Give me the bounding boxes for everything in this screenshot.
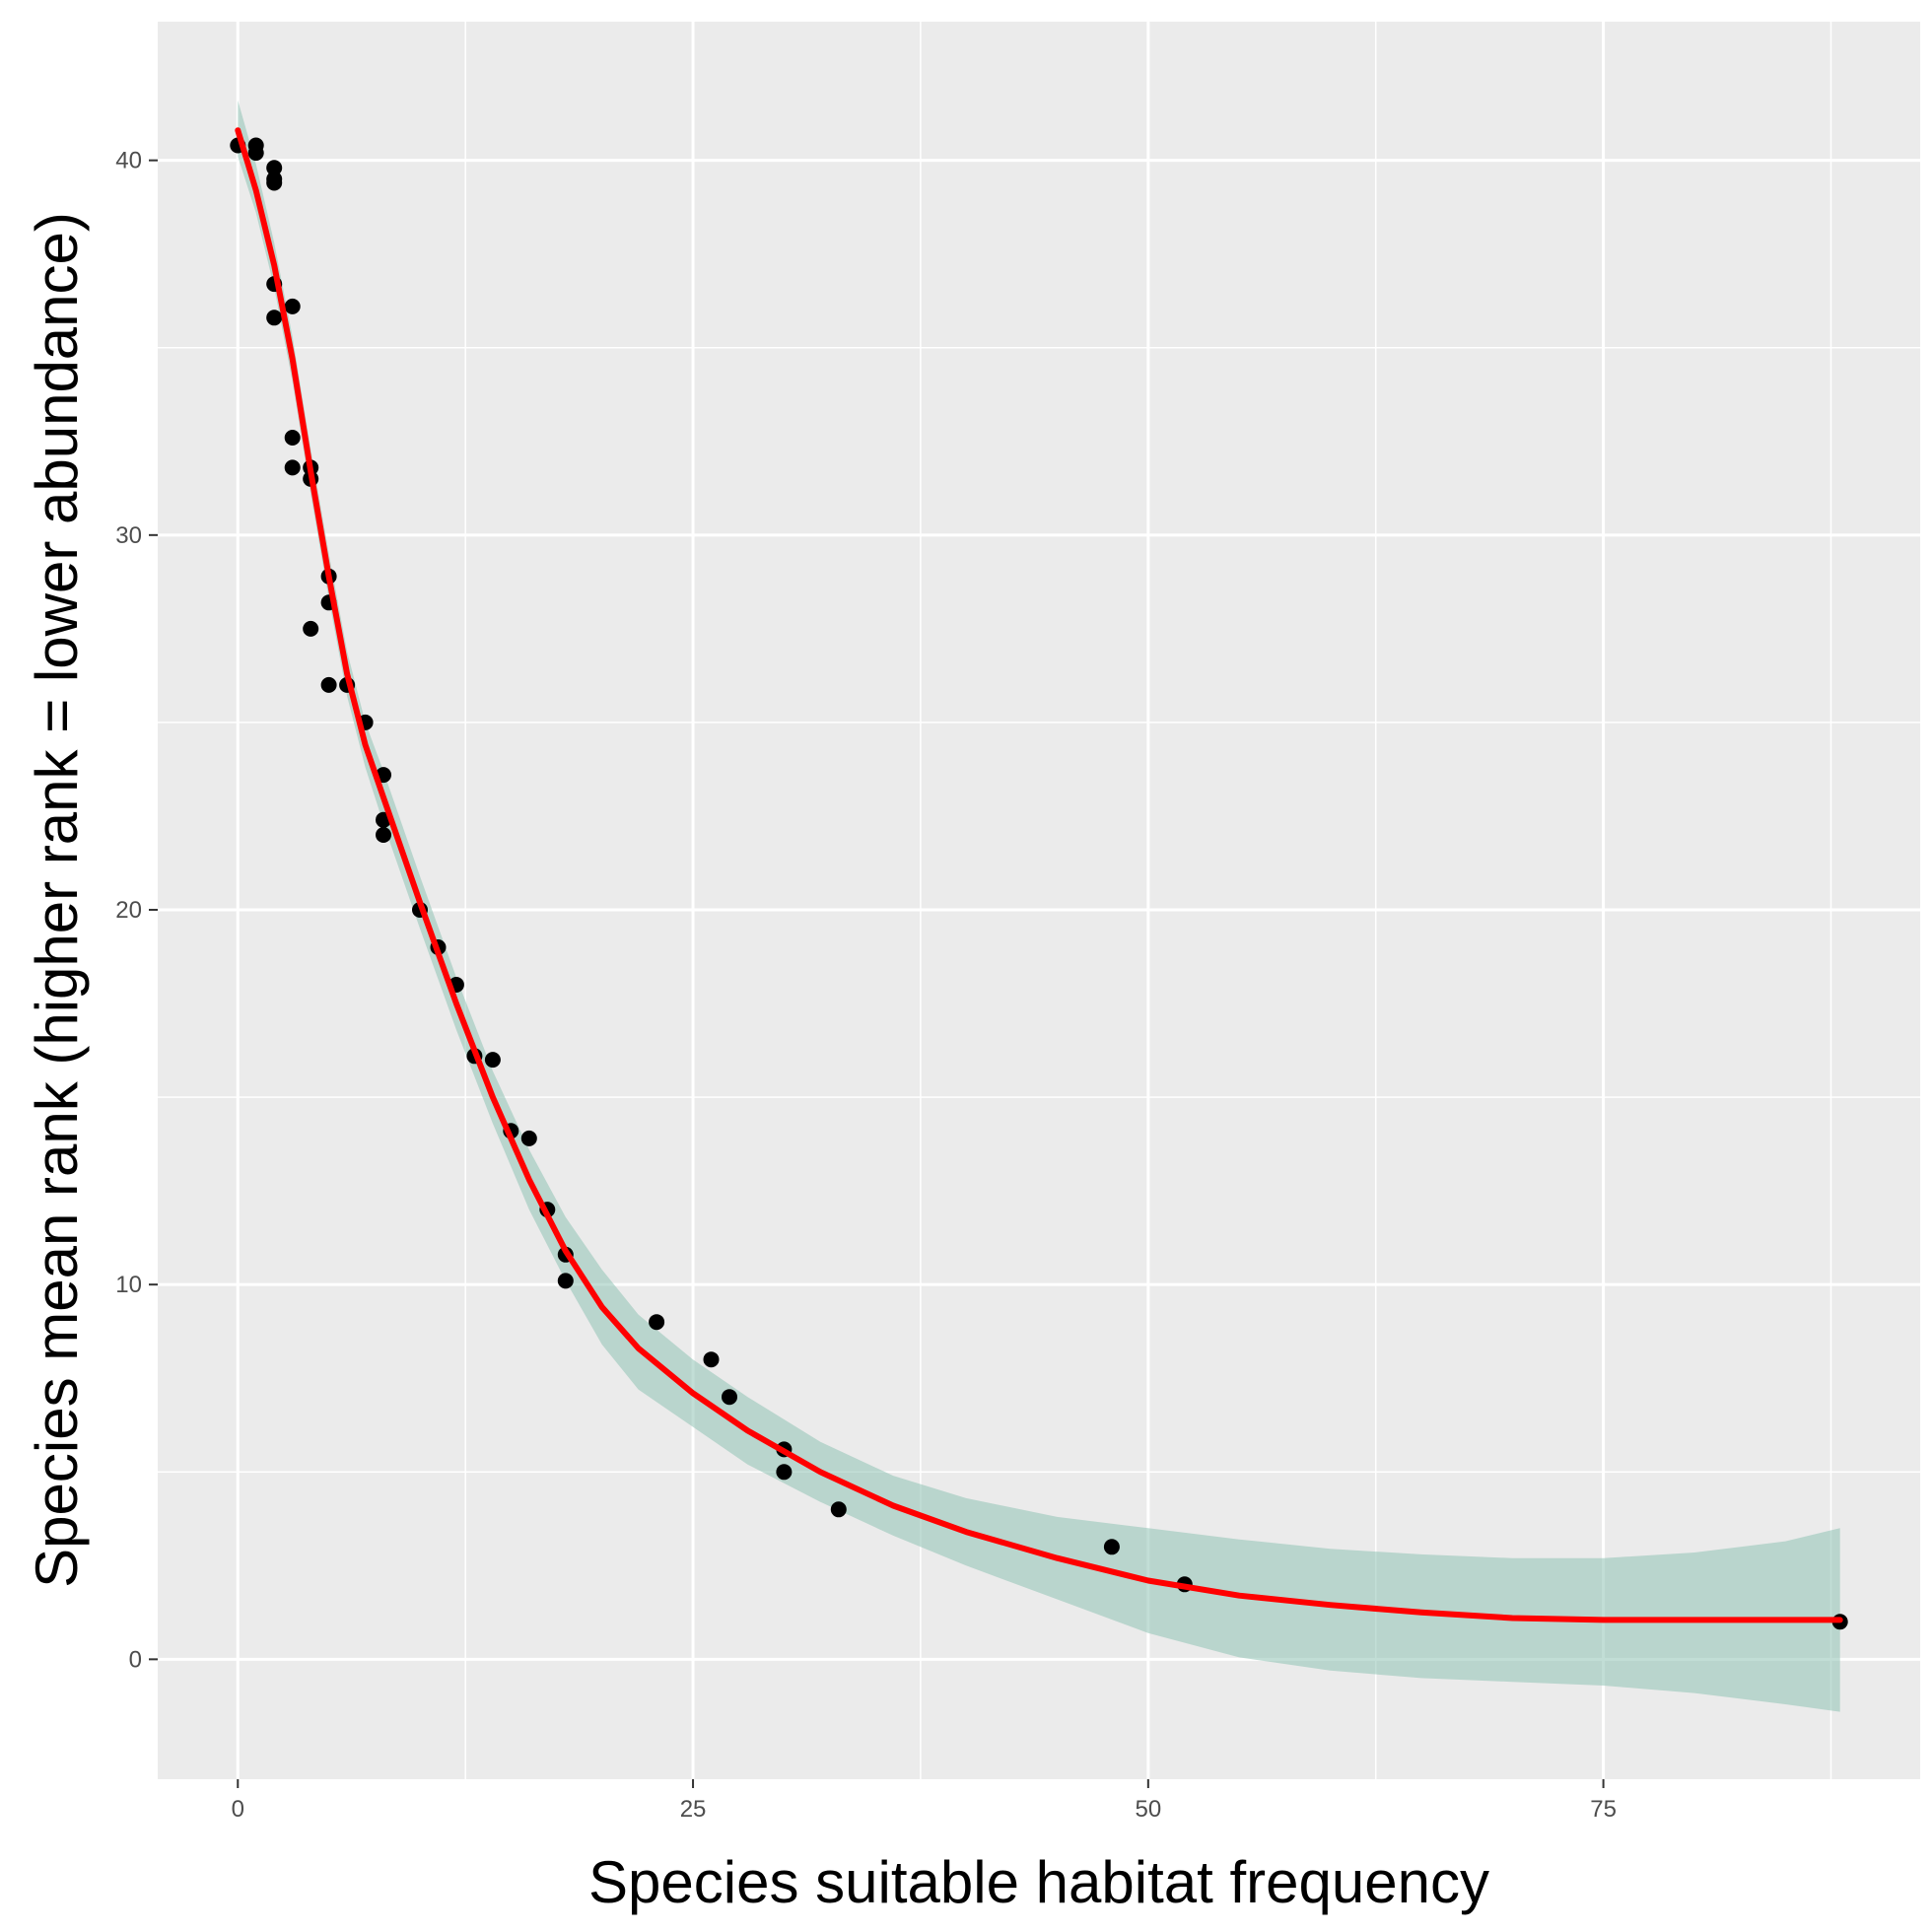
fit-line bbox=[235, 127, 1843, 1623]
data-point bbox=[557, 1273, 574, 1289]
data-point bbox=[320, 676, 337, 693]
data-point bbox=[722, 1389, 737, 1406]
x-tick-label: 75 bbox=[1590, 1796, 1617, 1823]
data-point bbox=[266, 174, 283, 191]
y-axis-ticks: 0 10 20 30 40 bbox=[115, 148, 158, 1673]
data-point bbox=[303, 620, 319, 637]
data-point bbox=[703, 1351, 720, 1368]
data-point bbox=[520, 1130, 537, 1146]
minor-gridlines bbox=[158, 22, 1920, 1779]
data-point bbox=[247, 145, 264, 162]
x-axis-ticks: 0 25 50 75 bbox=[232, 1779, 1617, 1823]
y-tick-label: 30 bbox=[115, 522, 142, 549]
y-tick-label: 0 bbox=[129, 1646, 142, 1673]
x-tick-label: 25 bbox=[680, 1796, 707, 1823]
x-axis-title: Species suitable habitat frequency bbox=[588, 1849, 1489, 1915]
x-tick-label: 50 bbox=[1135, 1796, 1161, 1823]
data-point bbox=[484, 1052, 501, 1069]
data-point bbox=[776, 1464, 793, 1481]
data-point bbox=[284, 459, 301, 476]
data-point bbox=[284, 298, 301, 314]
data-point bbox=[284, 430, 301, 446]
data-point bbox=[266, 310, 283, 326]
data-point bbox=[830, 1501, 847, 1518]
y-tick-label: 10 bbox=[115, 1272, 142, 1298]
data-point bbox=[376, 827, 391, 843]
x-tick-label: 0 bbox=[232, 1796, 244, 1823]
data-point bbox=[649, 1314, 665, 1331]
major-gridlines bbox=[158, 22, 1920, 1779]
y-axis-title: Species mean rank (higher rank = lower a… bbox=[24, 212, 90, 1588]
plot-panel bbox=[158, 22, 1920, 1779]
data-point bbox=[266, 160, 283, 176]
data-point bbox=[1103, 1539, 1120, 1555]
y-tick-label: 40 bbox=[115, 148, 142, 174]
y-tick-label: 20 bbox=[115, 897, 142, 924]
